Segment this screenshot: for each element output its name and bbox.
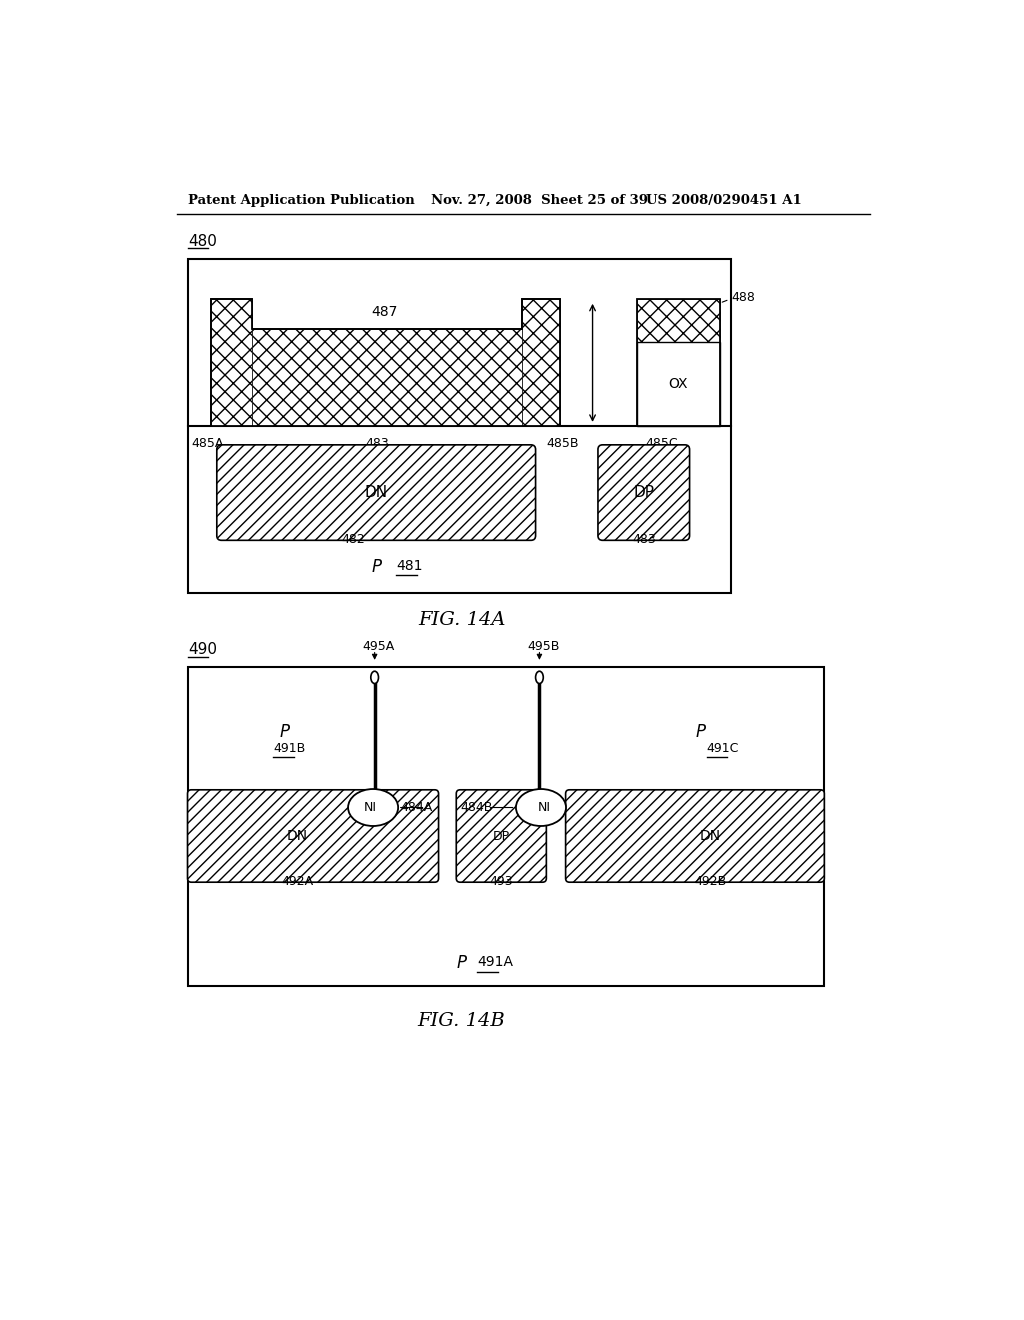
Text: US 2008/0290451 A1: US 2008/0290451 A1	[646, 194, 802, 207]
Text: 481: 481	[396, 558, 423, 573]
Text: 493: 493	[489, 875, 513, 887]
FancyBboxPatch shape	[457, 789, 547, 882]
Text: 491C: 491C	[707, 742, 739, 755]
Bar	[521, 300, 560, 426]
Text: 483: 483	[366, 437, 389, 450]
Text: 491A: 491A	[477, 956, 513, 969]
FancyBboxPatch shape	[565, 789, 824, 882]
Text: 487: 487	[372, 305, 398, 319]
Text: 485A: 485A	[191, 437, 224, 450]
Text: 495A: 495A	[362, 640, 394, 653]
Text: DN: DN	[287, 829, 308, 843]
Text: 488: 488	[731, 290, 755, 304]
Text: FIG. 14B: FIG. 14B	[418, 1012, 506, 1030]
Ellipse shape	[348, 789, 398, 826]
Text: NI: NI	[364, 801, 377, 814]
Ellipse shape	[371, 672, 379, 684]
Bar	[637, 300, 720, 342]
Text: 490: 490	[188, 643, 217, 657]
Text: Nov. 27, 2008  Sheet 25 of 39: Nov. 27, 2008 Sheet 25 of 39	[431, 194, 648, 207]
Text: P: P	[372, 557, 382, 576]
Text: 483: 483	[632, 533, 655, 546]
Text: DP: DP	[633, 484, 654, 500]
Text: OX: OX	[669, 378, 688, 391]
Text: 492A: 492A	[282, 875, 313, 887]
Text: DN: DN	[365, 484, 388, 500]
FancyBboxPatch shape	[217, 445, 536, 540]
Text: 492B: 492B	[694, 875, 726, 887]
Text: 491B: 491B	[273, 742, 305, 755]
Text: 482: 482	[341, 533, 365, 546]
Text: P: P	[695, 723, 706, 741]
Text: 485C: 485C	[645, 437, 678, 450]
Bar	[637, 342, 720, 426]
Bar	[188, 259, 731, 594]
Polygon shape	[211, 300, 560, 426]
Text: 485B: 485B	[547, 437, 579, 450]
Ellipse shape	[536, 672, 544, 684]
Text: FIG. 14A: FIG. 14A	[418, 611, 506, 630]
Bar	[188, 667, 823, 986]
FancyBboxPatch shape	[598, 445, 689, 540]
Text: DP: DP	[493, 829, 510, 842]
Bar	[252, 330, 521, 426]
Text: P: P	[280, 723, 290, 741]
Text: 484A: 484A	[400, 801, 432, 814]
Text: 484B: 484B	[460, 801, 493, 814]
Text: NI: NI	[538, 801, 551, 814]
Text: 495B: 495B	[527, 640, 559, 653]
Text: 480: 480	[188, 234, 217, 249]
Text: DN: DN	[699, 829, 721, 843]
Bar	[637, 300, 720, 426]
Text: Patent Application Publication: Patent Application Publication	[188, 194, 415, 207]
FancyBboxPatch shape	[187, 789, 438, 882]
Bar	[211, 300, 252, 426]
Text: P: P	[457, 954, 467, 972]
Ellipse shape	[516, 789, 566, 826]
